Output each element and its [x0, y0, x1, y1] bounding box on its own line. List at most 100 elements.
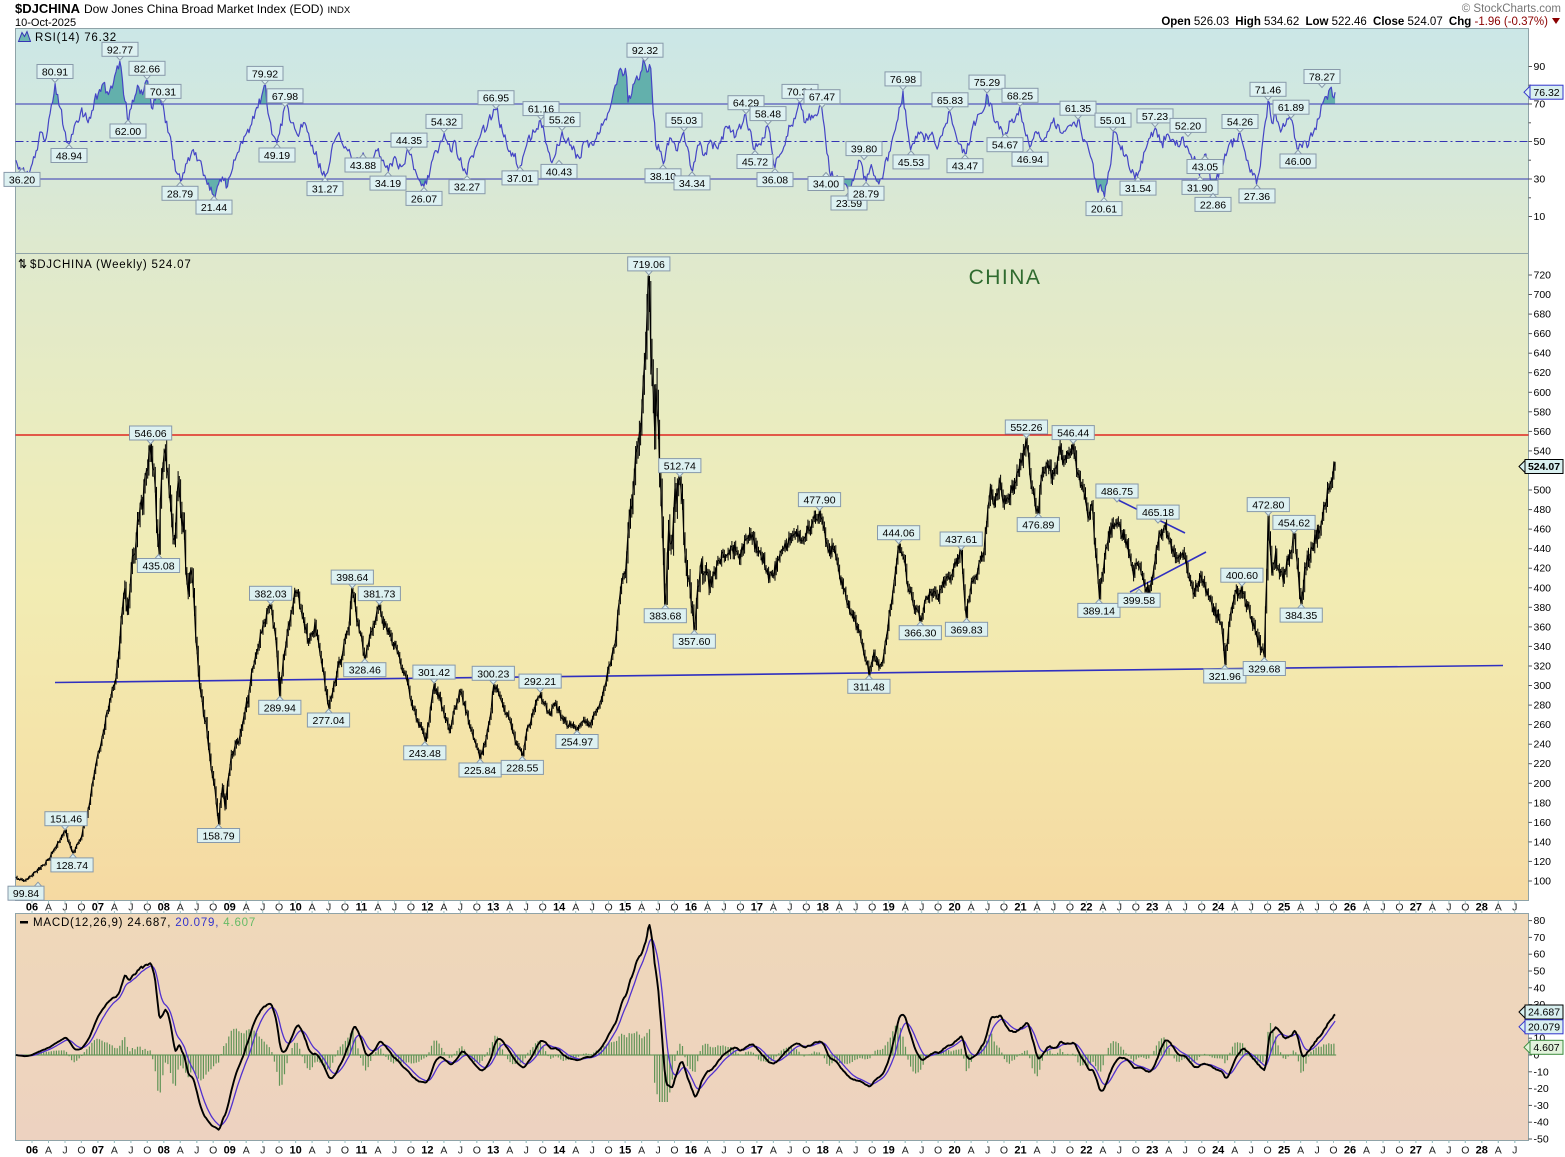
svg-text:O: O	[670, 1145, 678, 1157]
svg-text:J: J	[62, 1145, 67, 1157]
svg-text:16: 16	[685, 902, 697, 914]
svg-text:36.20: 36.20	[9, 174, 35, 186]
svg-text:31.27: 31.27	[312, 184, 338, 196]
svg-text:301.42: 301.42	[418, 667, 450, 679]
svg-text:540: 540	[1534, 445, 1552, 457]
svg-text:383.68: 383.68	[649, 611, 681, 623]
svg-text:A: A	[374, 902, 381, 914]
svg-text:719.06: 719.06	[633, 259, 665, 271]
svg-text:O: O	[802, 1145, 810, 1157]
svg-text:A: A	[374, 1145, 381, 1157]
svg-text:20.61: 20.61	[1091, 204, 1117, 216]
svg-text:12: 12	[421, 902, 433, 914]
svg-text:O: O	[209, 1145, 217, 1157]
svg-text:O: O	[736, 902, 744, 914]
svg-text:92.77: 92.77	[107, 44, 133, 56]
svg-text:A: A	[1099, 902, 1106, 914]
svg-text:524.07: 524.07	[1528, 461, 1560, 473]
svg-text:-30: -30	[1534, 1100, 1549, 1112]
svg-text:A: A	[45, 1145, 52, 1157]
svg-text:O: O	[1132, 902, 1140, 914]
svg-text:-10: -10	[1534, 1066, 1549, 1078]
svg-text:09: 09	[224, 1145, 236, 1157]
svg-text:O: O	[1461, 1145, 1469, 1157]
svg-text:50: 50	[1534, 136, 1546, 148]
svg-text:10: 10	[1534, 1033, 1546, 1045]
svg-text:55.01: 55.01	[1100, 115, 1126, 127]
svg-text:A: A	[968, 902, 975, 914]
svg-text:A: A	[1033, 1145, 1040, 1157]
svg-text:180: 180	[1534, 797, 1552, 809]
svg-text:21.44: 21.44	[201, 202, 227, 214]
svg-text:99.84: 99.84	[13, 888, 39, 900]
svg-text:J: J	[853, 1145, 858, 1157]
svg-text:552.26: 552.26	[1010, 422, 1042, 434]
svg-text:A: A	[902, 902, 909, 914]
svg-text:477.90: 477.90	[803, 495, 835, 507]
svg-text:381.73: 381.73	[363, 589, 395, 601]
svg-text:472.80: 472.80	[1252, 500, 1284, 512]
svg-text:J: J	[787, 1145, 792, 1157]
svg-text:07: 07	[92, 1145, 104, 1157]
svg-text:254.97: 254.97	[561, 737, 593, 749]
svg-text:14: 14	[553, 1145, 566, 1157]
svg-text:19: 19	[883, 1145, 895, 1157]
svg-text:357.60: 357.60	[678, 636, 710, 648]
svg-text:28: 28	[1476, 902, 1488, 914]
svg-text:O: O	[736, 1145, 744, 1157]
svg-text:80: 80	[1534, 915, 1546, 927]
svg-text:4.607: 4.607	[1533, 1042, 1559, 1054]
svg-text:454.62: 454.62	[1278, 517, 1310, 529]
svg-text:O: O	[209, 902, 217, 914]
svg-text:289.94: 289.94	[264, 702, 296, 714]
svg-text:480: 480	[1534, 504, 1552, 516]
svg-text:300: 300	[1534, 680, 1552, 692]
svg-text:20: 20	[948, 1145, 960, 1157]
svg-text:A: A	[968, 1145, 975, 1157]
svg-text:RSI(14) 76.32: RSI(14) 76.32	[35, 32, 117, 44]
svg-text:420: 420	[1534, 563, 1552, 575]
svg-text:27.36: 27.36	[1244, 191, 1270, 203]
svg-text:22: 22	[1080, 1145, 1092, 1157]
svg-text:O: O	[407, 1145, 415, 1157]
svg-text:J: J	[128, 1145, 133, 1157]
svg-text:280: 280	[1534, 700, 1552, 712]
svg-text:O: O	[1329, 1145, 1337, 1157]
svg-text:O: O	[143, 902, 151, 914]
svg-text:36.08: 36.08	[762, 175, 788, 187]
svg-text:O: O	[341, 902, 349, 914]
svg-text:26: 26	[1344, 902, 1356, 914]
svg-text:46.94: 46.94	[1017, 154, 1043, 166]
svg-text:A: A	[243, 902, 250, 914]
svg-text:O: O	[868, 902, 876, 914]
svg-text:J: J	[985, 1145, 990, 1157]
svg-text:J: J	[1512, 1145, 1517, 1157]
svg-text:MACD(12,26,9) 24.687, 20.079,: MACD(12,26,9) 24.687, 20.079, 4.607	[33, 917, 256, 929]
svg-text:20: 20	[948, 902, 960, 914]
svg-text:J: J	[1249, 1145, 1254, 1157]
svg-text:70.31: 70.31	[150, 86, 176, 98]
svg-text:366.30: 366.30	[904, 628, 936, 640]
svg-text:92.32: 92.32	[632, 45, 658, 57]
svg-text:O: O	[670, 902, 678, 914]
svg-text:J: J	[458, 902, 463, 914]
svg-text:A: A	[111, 902, 118, 914]
svg-text:A: A	[572, 1145, 579, 1157]
svg-text:25: 25	[1278, 902, 1290, 914]
svg-text:10: 10	[1534, 211, 1546, 223]
svg-text:16: 16	[685, 1145, 697, 1157]
svg-text:65.83: 65.83	[937, 95, 963, 107]
svg-text:A: A	[243, 1145, 250, 1157]
svg-text:A: A	[1429, 902, 1436, 914]
svg-text:40.43: 40.43	[546, 166, 572, 178]
svg-text:465.18: 465.18	[1142, 507, 1174, 519]
svg-text:399.58: 399.58	[1123, 595, 1155, 607]
svg-text:O: O	[1000, 1145, 1008, 1157]
svg-text:277.04: 277.04	[313, 715, 345, 727]
svg-text:J: J	[919, 1145, 924, 1157]
svg-text:19: 19	[883, 902, 895, 914]
svg-text:380: 380	[1534, 602, 1552, 614]
svg-text:O: O	[407, 902, 415, 914]
svg-text:49.19: 49.19	[264, 150, 290, 162]
